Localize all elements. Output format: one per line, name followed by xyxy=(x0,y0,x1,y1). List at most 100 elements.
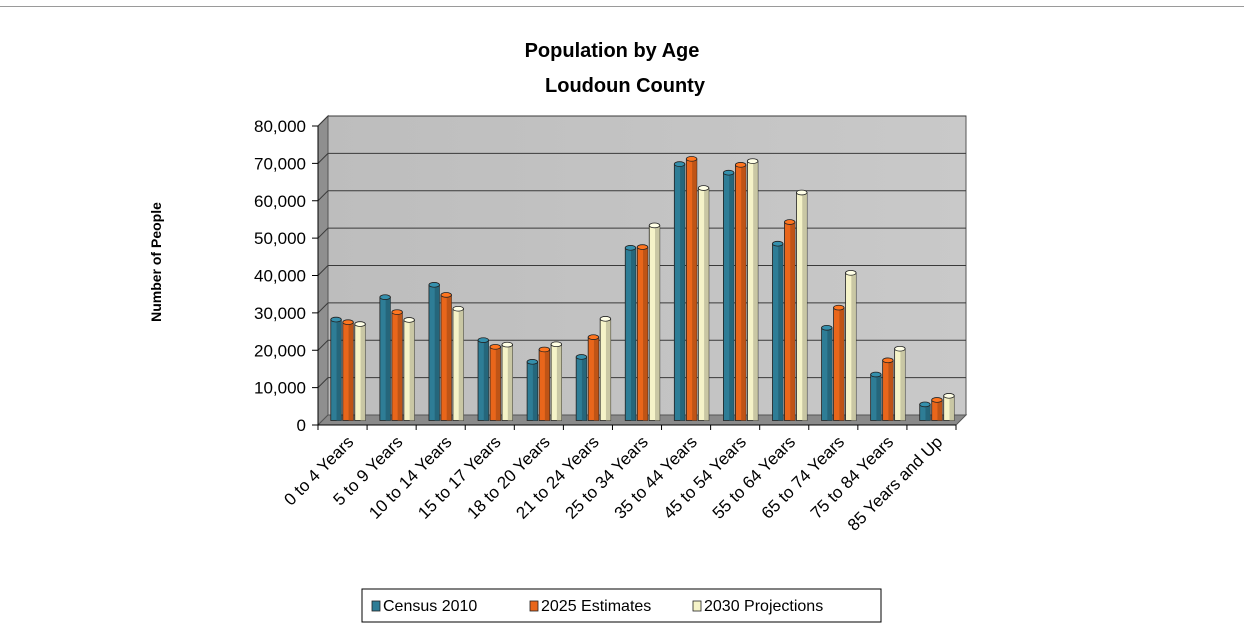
top-rule xyxy=(0,6,1244,7)
bar-top xyxy=(648,222,661,229)
bar-shade xyxy=(839,307,845,421)
bar-shade xyxy=(360,324,366,421)
bar-top xyxy=(673,161,686,167)
bar-shade xyxy=(802,192,807,421)
bar xyxy=(477,337,489,421)
bar xyxy=(452,305,464,421)
bar-shade xyxy=(851,272,857,421)
chart-title: Population by Age xyxy=(525,40,700,62)
bar-shade xyxy=(729,172,734,421)
bar xyxy=(882,357,894,421)
gridline-side xyxy=(317,339,329,351)
bar-top xyxy=(697,185,710,191)
bar xyxy=(943,393,955,421)
bar xyxy=(723,169,735,421)
bar-top xyxy=(342,319,354,326)
gridline-side xyxy=(317,190,329,202)
bar xyxy=(931,397,943,421)
y-tick-label: 40,000 xyxy=(254,267,306,286)
bar xyxy=(636,244,649,421)
bar-top xyxy=(772,240,784,247)
y-tick-label: 60,000 xyxy=(254,192,306,211)
bar xyxy=(821,325,833,421)
bar-shade xyxy=(900,348,906,421)
bar-shade xyxy=(949,395,955,421)
bar-top xyxy=(477,337,489,343)
bar xyxy=(587,334,600,421)
bar xyxy=(501,341,513,421)
bar xyxy=(354,321,366,421)
legend-label: 2030 Projections xyxy=(704,598,823,615)
bar-top xyxy=(538,346,550,353)
bar-top xyxy=(526,359,538,365)
bar-shade xyxy=(446,294,452,421)
bar-shade xyxy=(336,319,342,421)
bar xyxy=(747,158,759,421)
bar-shade xyxy=(643,247,648,421)
legend-label: Census 2010 xyxy=(383,598,477,615)
bar-top xyxy=(489,344,501,350)
legend: Census 2010 2025 Estimates 2030 Projection… xyxy=(361,588,882,623)
y-tick-label: 20,000 xyxy=(254,341,306,360)
legend-swatch xyxy=(371,600,381,612)
bar xyxy=(599,316,612,421)
bar-shade xyxy=(458,308,464,421)
bar-shade xyxy=(544,349,550,421)
bar xyxy=(685,156,698,421)
bar-top xyxy=(833,304,845,311)
bar-shade xyxy=(409,319,415,421)
bar-top xyxy=(599,316,612,322)
bar-top xyxy=(440,292,452,298)
bar-top xyxy=(587,334,600,340)
bar-shade xyxy=(753,161,758,421)
bar xyxy=(342,319,354,421)
bar-shade xyxy=(581,356,587,421)
bar-shade xyxy=(348,322,354,421)
bar-top xyxy=(919,401,931,408)
bar xyxy=(428,282,440,421)
bar-top xyxy=(624,245,637,251)
bar-shade xyxy=(778,243,783,421)
bar-shade xyxy=(495,346,501,421)
bar-top xyxy=(550,341,562,348)
bar-shade xyxy=(434,284,440,421)
bar xyxy=(526,359,538,421)
bar xyxy=(894,345,906,421)
legend-label: 2025 Estimates xyxy=(541,598,651,615)
bar-shade xyxy=(593,337,599,421)
bar-shade xyxy=(385,297,391,421)
bar xyxy=(845,270,857,421)
gridline-side xyxy=(317,227,329,239)
y-tick-label: 80,000 xyxy=(254,117,306,136)
bar xyxy=(870,371,882,421)
bar xyxy=(624,245,637,421)
bar-top xyxy=(354,321,366,327)
bar-shade xyxy=(631,247,636,421)
legend-swatch xyxy=(529,600,539,612)
y-axis-label: Number of People xyxy=(148,202,164,322)
bar-top xyxy=(391,309,403,315)
bar-top xyxy=(931,397,943,403)
bar-shade xyxy=(507,344,513,421)
bar xyxy=(772,240,784,421)
bar-shade xyxy=(741,164,746,421)
bar-shade xyxy=(680,164,685,421)
bar-shade xyxy=(925,404,931,421)
bar xyxy=(330,316,342,421)
bar-top xyxy=(894,345,906,352)
bar xyxy=(784,219,796,421)
bar xyxy=(575,354,588,421)
gridline-side xyxy=(317,377,329,388)
bar-top xyxy=(685,156,698,162)
legend-swatch xyxy=(692,600,702,612)
y-tick-label: 70,000 xyxy=(254,154,306,173)
gridline-side xyxy=(317,302,329,314)
bar xyxy=(833,304,845,421)
bar-top xyxy=(821,325,833,331)
bar-shade xyxy=(532,361,538,421)
bar-shade xyxy=(790,222,795,421)
bar-shade xyxy=(605,318,611,421)
bar-top xyxy=(452,305,464,312)
